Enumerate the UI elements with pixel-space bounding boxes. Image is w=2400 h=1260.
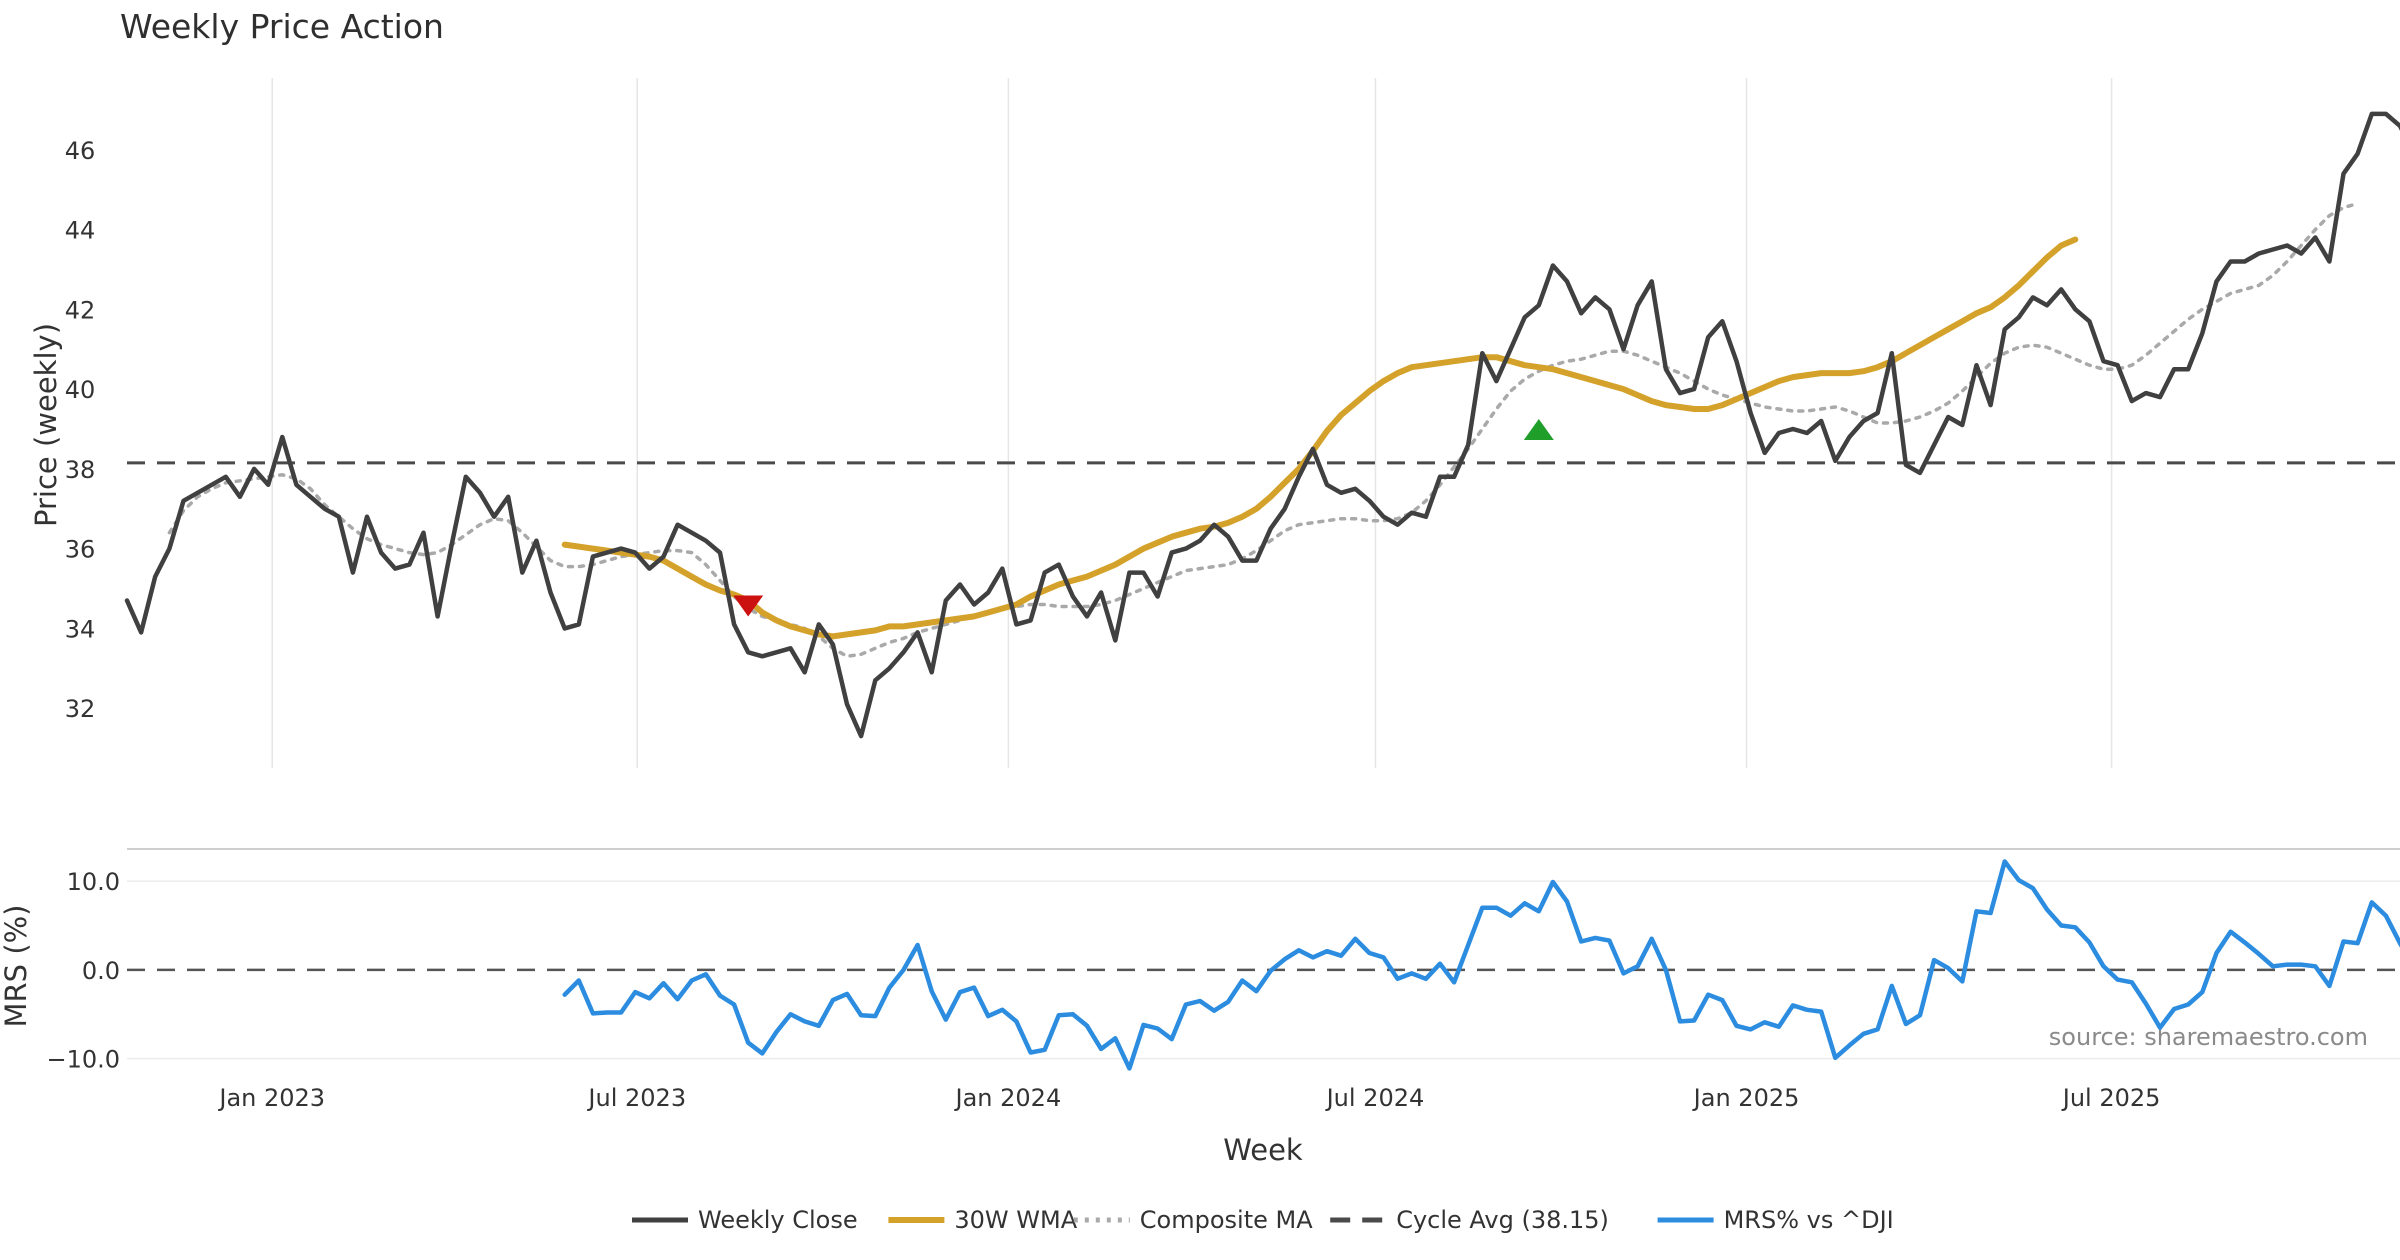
legend-label-cycle-avg-38-15: Cycle Avg (38.15) (1396, 1206, 1609, 1234)
sell-signal-marker (733, 595, 764, 617)
mrs-series-layer (562, 859, 2400, 1071)
mrs-ytick-0-0: 0.0 (82, 957, 120, 985)
legend-item-composite-ma: Composite MA (1073, 1206, 1313, 1234)
price-ytick-40: 40 (65, 376, 96, 404)
mrs-axis-title: MRS (%) (0, 905, 33, 1028)
price-series-layer (124, 111, 2400, 739)
chart-title: Weekly Price Action (120, 7, 444, 46)
price-axis-title: Price (weekly) (29, 323, 63, 527)
x-tick-jul-2023: Jul 2023 (586, 1084, 686, 1112)
series-mrs-vs-dji (562, 859, 2400, 1071)
x-tick-jan-2023: Jan 2023 (217, 1084, 325, 1112)
source-watermark: source: sharemaestro.com (2049, 1023, 2368, 1051)
mrs-ytick-minus-10: −10.0 (46, 1046, 120, 1074)
price-ytick-38: 38 (65, 456, 96, 484)
price-ytick-32: 32 (65, 695, 96, 723)
buy-signal-marker (1523, 418, 1554, 440)
price-gridlines (271, 78, 2113, 768)
legend-label-composite-ma: Composite MA (1140, 1206, 1313, 1234)
signal-markers (733, 418, 1554, 617)
legend-item-30w-wma: 30W WMA (888, 1206, 1078, 1234)
x-ticks: Jan 2023 Jul 2023 Jan 2024 Jul 2024 Jan 2025… (217, 1084, 2160, 1112)
x-tick-jan-2025: Jan 2025 (1692, 1084, 1800, 1112)
price-ytick-42: 42 (65, 296, 96, 324)
mrs-y-ticks: 10.0 0.0 −10.0 (46, 868, 120, 1074)
mrs-ytick-10-0: 10.0 (67, 868, 120, 896)
legend-item-cycle-avg-38-15: Cycle Avg (38.15) (1330, 1206, 1609, 1234)
price-ytick-46: 46 (65, 137, 96, 165)
series-weekly-close (124, 111, 2400, 739)
legend: Weekly Close 30W WMA Composite MA Cycle Avg… (632, 1206, 1894, 1234)
legend-item-weekly-close: Weekly Close (632, 1206, 858, 1234)
legend-label-30w-wma: 30W WMA (954, 1206, 1077, 1234)
price-ytick-44: 44 (65, 217, 96, 245)
x-tick-jan-2024: Jan 2024 (954, 1084, 1062, 1112)
legend-item-mrs-vs-dji: MRS% vs ^DJI (1657, 1206, 1894, 1234)
price-ytick-36: 36 (65, 536, 96, 564)
legend-label-weekly-close: Weekly Close (698, 1206, 858, 1234)
x-axis-title: Week (1223, 1133, 1303, 1167)
legend-label-mrs-vs-dji: MRS% vs ^DJI (1724, 1206, 1894, 1234)
x-tick-jul-2024: Jul 2024 (1325, 1084, 1425, 1112)
price-ytick-34: 34 (65, 615, 96, 643)
price-y-ticks: 32 34 36 38 40 42 44 46 (65, 137, 96, 723)
x-tick-jul-2025: Jul 2025 (2061, 1084, 2161, 1112)
